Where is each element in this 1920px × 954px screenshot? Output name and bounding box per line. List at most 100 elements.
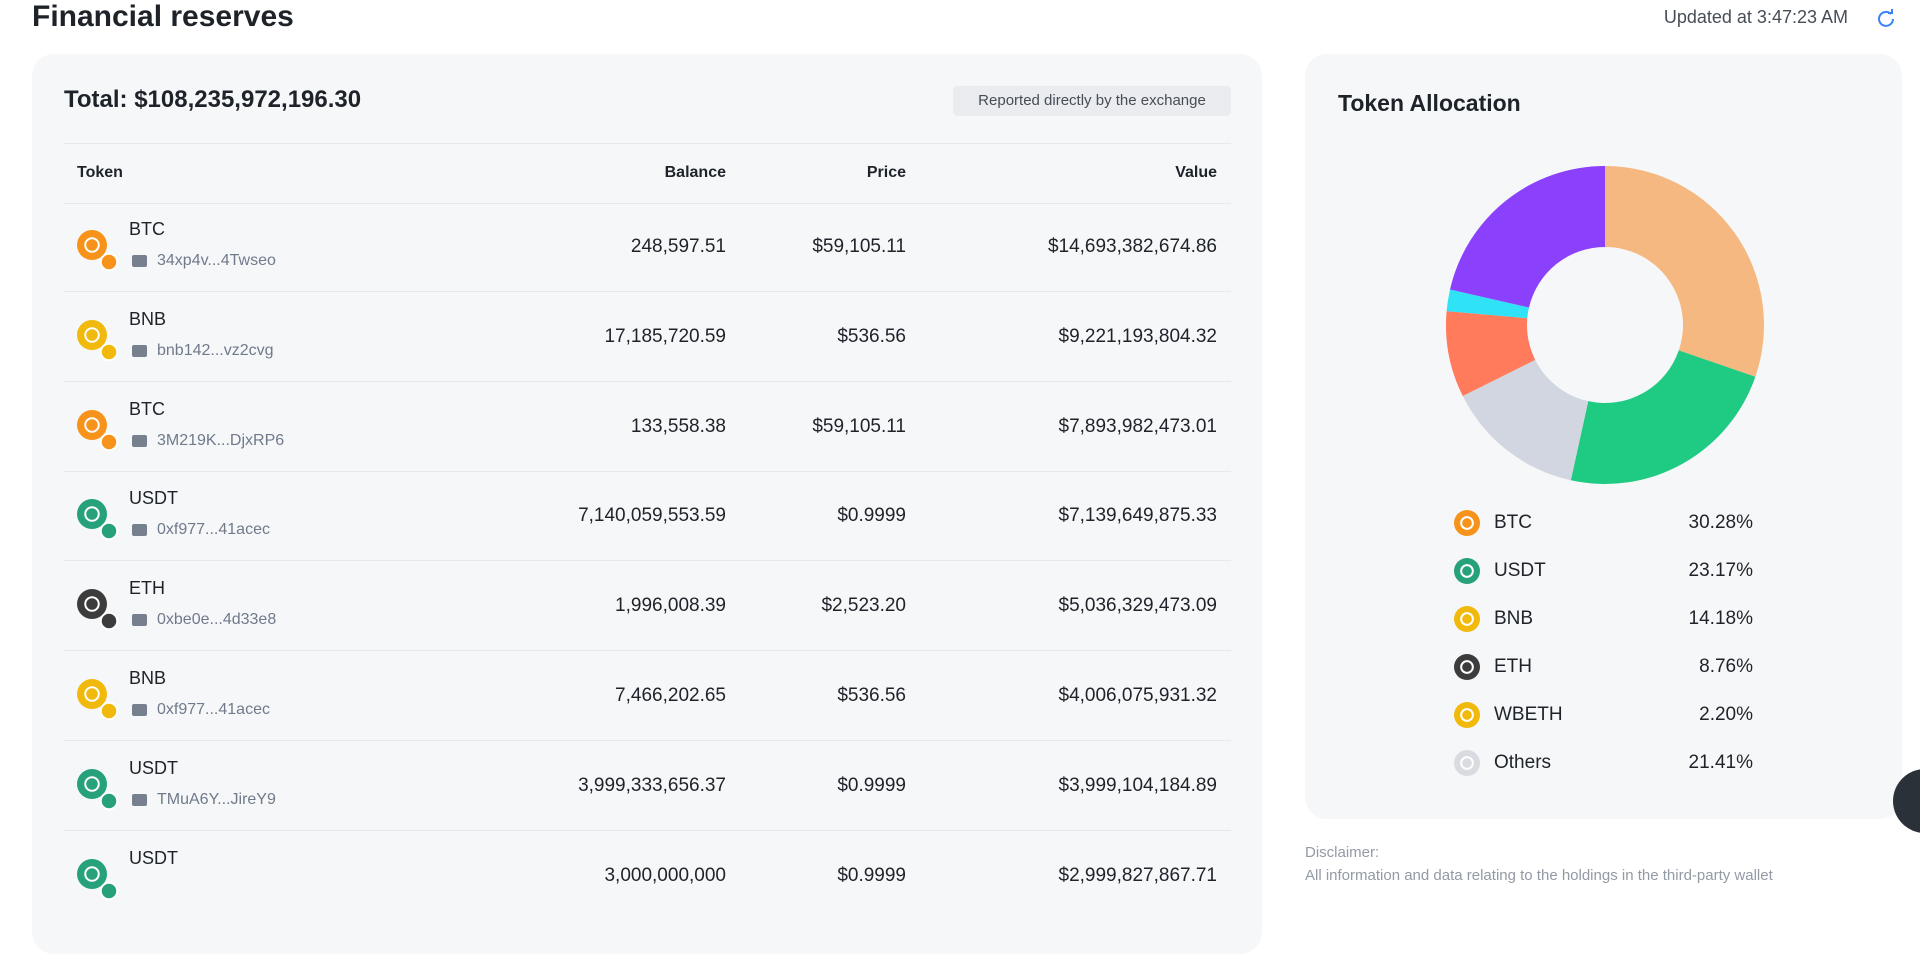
icon-circle [77,230,107,260]
wallet-icon [132,524,147,537]
address: 34xp4v...4Twseo [157,252,276,269]
token-icon [77,768,119,811]
donut-segment [1446,289,1529,319]
token-name: BNB [129,668,167,688]
legend-value: 30.28% [1688,512,1753,533]
address: TMuA6Y...JireY9 [157,790,276,808]
value: $9,221,193,804.32 [1058,325,1218,347]
wallet-icon [132,704,147,716]
donut-segment [1462,359,1589,481]
icon-inner [84,596,100,612]
address: 0xf977...41acec [157,701,270,718]
token-icon [77,409,119,451]
icon-circle [77,499,107,530]
token-icon [77,230,119,272]
separator [64,380,1231,382]
price: $59,105.11 [812,415,906,437]
icon-inner [84,776,100,792]
token-name: ETH [129,578,165,599]
icon-circle [1454,702,1480,728]
value: $14,693,382,674.86 [1047,236,1217,257]
icon-circle [1454,558,1480,584]
separator [64,143,1231,144]
legend-name: BTC [1494,512,1532,533]
legend-name: WBETH [1494,704,1563,725]
legend-name: ETH [1494,656,1532,677]
value: $2,999,827,867.71 [1058,864,1218,886]
balance: 17,185,720.59 [604,325,726,347]
icon-inner [84,327,100,343]
token-name: BNB [129,308,167,329]
separator [64,291,1231,292]
page: Financial reserves Updated at 3:47:23 AM… [32,0,1920,899]
price: $0.9999 [837,864,906,886]
token-icon [1454,510,1480,536]
separator [64,740,1231,741]
icon-inner [1460,660,1474,674]
token-icon [1454,750,1480,776]
token-icon [1454,558,1480,584]
address: 0xf977...41acec [157,521,270,539]
token-name: BTC [129,219,165,239]
chain-icon [99,791,119,811]
updated-time: Updated at 3:47:23 AM [1663,7,1848,27]
icon-circle [1454,654,1480,680]
wallet-icon [132,793,147,806]
chain-icon [99,701,119,721]
icon-inner [1460,516,1474,530]
balance: 3,000,000,000 [604,864,726,886]
icon-circle [1454,606,1480,632]
badge: Reported directly by the exchange [953,86,1231,116]
token-name: USDT [129,488,178,509]
chain-icon [99,522,119,541]
icon-inner [1460,564,1474,578]
icon-inner [1460,756,1474,770]
token-name: USDT [129,757,178,778]
token-icon [77,319,119,362]
price: $536.56 [837,325,906,347]
separator [64,650,1231,652]
legend-name: BNB [1494,608,1534,629]
balance: 7,466,202.65 [615,685,726,706]
token-icon [77,499,119,541]
allocation-title: Token Allocation [1338,90,1521,116]
column-header: Balance [664,164,726,181]
donut-chart [1446,166,1764,484]
legend-value: 2.20% [1699,704,1753,725]
token-icon [1454,606,1480,632]
icon-inner [84,237,100,253]
icon-circle [77,768,107,799]
balance: 3,999,333,656.37 [578,774,726,796]
icon-inner [84,686,100,702]
address: bnb142...vz2cvg [157,341,274,359]
value: $5,036,329,473.09 [1058,595,1218,617]
refresh-icon[interactable] [1876,8,1896,28]
legend-value: 8.76% [1699,656,1753,677]
token-icon [77,858,119,900]
token-name: USDT [129,847,178,868]
price: $2,523.20 [821,595,906,617]
icon-inner [1460,612,1474,626]
separator [64,203,1231,204]
token-name: BTC [129,398,165,419]
reserves-card [32,54,1262,954]
column-header: Token [77,164,123,181]
chain-icon [99,611,119,631]
token-icon [77,589,119,631]
column-header: Price [866,164,906,181]
total: Total: $108,235,972,196.30 [64,86,362,113]
icon-circle [1454,510,1480,536]
value: $4,006,075,931.32 [1058,685,1218,706]
address: 0xbe0e...4d33e8 [157,611,277,629]
separator [64,560,1231,562]
price: $536.56 [837,685,906,706]
value: $7,893,982,473.01 [1058,415,1218,437]
price: $0.9999 [837,505,906,527]
icon-circle [77,858,107,889]
balance: 248,597.51 [630,236,726,257]
legend-name: Others [1494,752,1552,773]
icon-circle [77,679,107,709]
donut-segment [1570,350,1756,484]
donut-segment [1450,166,1605,308]
balance: 7,140,059,553.59 [578,505,726,527]
